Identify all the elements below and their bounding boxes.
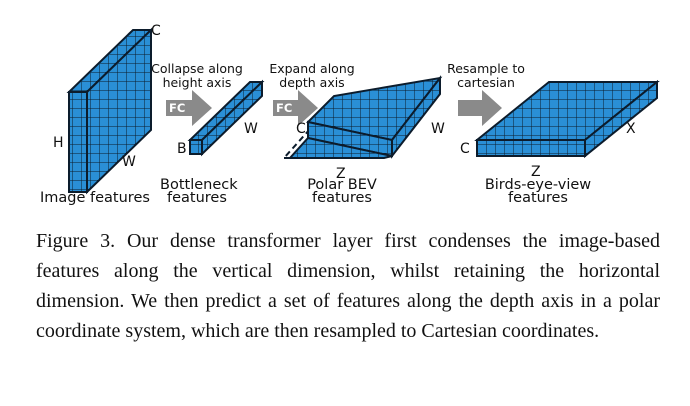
figure-caption: Figure 3. Our dense transformer layer fi…: [36, 230, 660, 342]
image-h-label: H: [53, 135, 64, 151]
image-c-label: C: [151, 23, 161, 39]
image-block-front-face: [68, 91, 88, 193]
expand-step-line1: Expand along: [269, 61, 354, 76]
fc-arrow-2: FC: [273, 90, 318, 126]
collapse-step-line2: height axis: [163, 75, 232, 90]
fc-label-2: FC: [276, 101, 292, 115]
arrow-right-icon: [273, 90, 318, 126]
bev-caption-line1: Birds-eye-view: [485, 177, 591, 193]
bottleneck-caption-line1: Bottleneck: [160, 177, 238, 193]
bottleneck-caption-line2: features: [167, 190, 227, 206]
bottleneck-block: [187, 79, 265, 157]
image-w-label: W: [122, 154, 136, 170]
bottleneck-right-face: [201, 79, 263, 157]
resample-step-line1: Resample to: [447, 61, 525, 76]
arrow-right-icon: [166, 90, 212, 126]
dense-transformer-diagram: H W C Image features Collapse along heig…: [40, 23, 660, 206]
image-features-caption: Image features: [40, 190, 150, 206]
expand-step-line2: depth axis: [279, 75, 344, 90]
bev-z-label: Z: [531, 164, 541, 180]
fc-arrow-1: FC: [166, 90, 212, 126]
bev-x-label: X: [626, 121, 636, 137]
bottleneck-w-label: W: [244, 121, 258, 137]
polar-bev-block: [281, 75, 443, 159]
fc-label-1: FC: [169, 101, 185, 115]
bottleneck-front-face: [189, 139, 203, 155]
collapse-step-line1: Collapse along: [151, 61, 243, 76]
polar-w-label: W: [431, 121, 445, 137]
image-features-block: [66, 27, 154, 195]
polar-right-face: [391, 75, 441, 159]
polar-caption-line2: features: [312, 190, 372, 206]
bev-caption-line2: features: [508, 190, 568, 206]
arrow-right-icon: [458, 90, 502, 126]
resample-arrow: [458, 90, 502, 126]
resample-step-line2: cartesian: [457, 75, 515, 90]
polar-fan-face: [287, 136, 393, 159]
polar-z-label: Z: [336, 166, 346, 182]
bev-front-face: [476, 139, 586, 157]
bev-block: [474, 79, 660, 159]
polar-caption-line1: Polar BEV: [307, 177, 377, 193]
bev-c-label: C: [460, 141, 470, 157]
polar-c-label: C: [296, 121, 306, 137]
bottleneck-b-label: B: [177, 141, 187, 157]
